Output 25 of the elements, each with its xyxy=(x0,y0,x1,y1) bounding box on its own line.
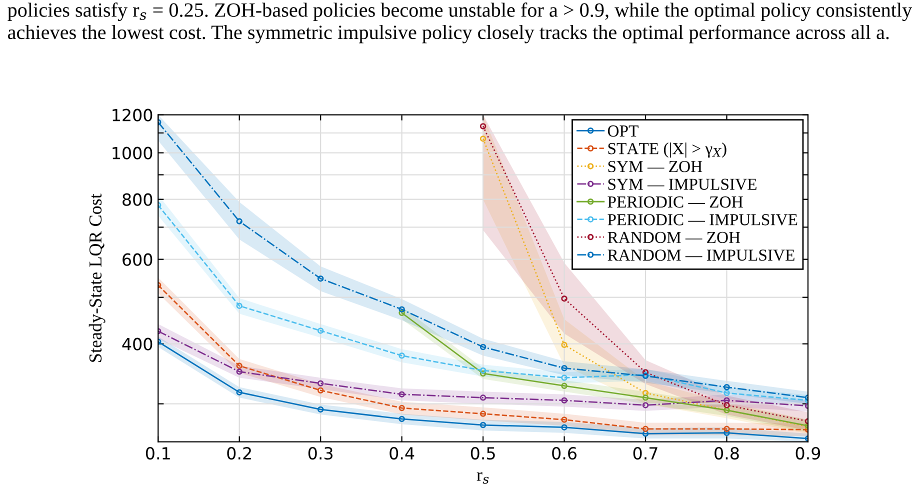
x-tick-label: 0.5 xyxy=(470,446,495,460)
legend-label: SYM — IMPULSIVE xyxy=(608,178,756,190)
legend-label: RANDOM — ZOH xyxy=(608,232,740,244)
x-tick-label: 0.8 xyxy=(714,446,739,460)
text: policies satisfy r$_{s}$ = 0.25. ZOH-based policies become unstable for a > 0.9, while the optimal policy consistently achieves the lowest cost. The symmetric impulsive policy closely tracks the optimal performance across all a. xyxy=(8,2,912,44)
legend-label: RANDOM — IMPULSIVE xyxy=(608,250,794,261)
legend-label: STATE (|X| > γ$_{X}$) xyxy=(608,142,726,158)
x-tick-label: 0.9 xyxy=(796,446,820,460)
x-tick-label: 0.4 xyxy=(390,446,414,460)
legend-label: OPT xyxy=(608,125,638,137)
legend-label: PERIODIC — IMPULSIVE xyxy=(608,214,798,226)
x-tick-label: 0.6 xyxy=(552,446,576,460)
x-tick-label: 0.3 xyxy=(308,446,333,460)
y-tick-label: 800 xyxy=(122,193,152,206)
x-tick-label: 0.2 xyxy=(227,446,251,460)
y-tick-label: 600 xyxy=(122,253,152,266)
y-tick-label: 400 xyxy=(122,338,152,350)
x-axis-title: r$_{s}$ xyxy=(476,472,489,484)
y-tick-label: 1200 xyxy=(112,108,152,122)
legend-label: SYM — ZOH xyxy=(608,160,702,172)
y-tick-label: 1000 xyxy=(112,146,152,160)
x-tick-label: 0.1 xyxy=(146,446,170,460)
legend-label: PERIODIC — ZOH xyxy=(608,196,743,208)
x-tick-label: 0.7 xyxy=(633,446,658,460)
y-axis-title: Steady-State LQR Cost xyxy=(88,194,106,362)
